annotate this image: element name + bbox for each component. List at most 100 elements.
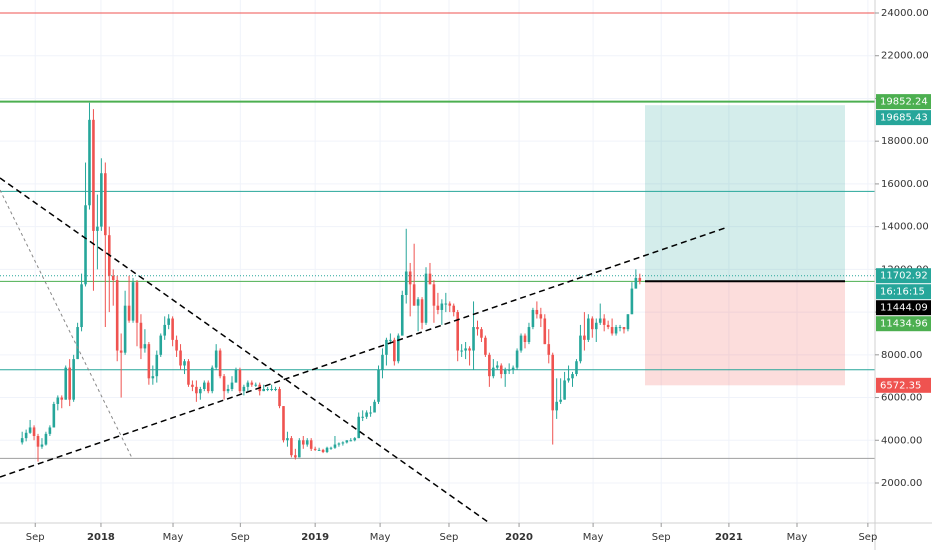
- candle-body: [317, 449, 321, 451]
- x-tick-label: Sep: [231, 532, 250, 543]
- candle-body: [377, 369, 380, 402]
- price-label-box: [876, 110, 931, 126]
- candle-body: [361, 416, 364, 418]
- candle-body: [199, 389, 202, 394]
- candle-body: [282, 406, 285, 441]
- x-tick-label: 2018: [87, 532, 115, 543]
- candle-body: [36, 436, 40, 447]
- candle-body: [571, 374, 574, 379]
- candle-body: [594, 322, 598, 330]
- candle-body: [84, 205, 87, 285]
- candle-body: [183, 361, 186, 366]
- candle-body: [606, 324, 610, 328]
- candle-body: [559, 399, 562, 402]
- candle-body: [230, 382, 234, 389]
- candle-body: [171, 318, 174, 340]
- candle-body: [373, 401, 376, 413]
- candle-body: [622, 327, 626, 330]
- candle-body: [567, 378, 570, 381]
- candle-body: [135, 282, 139, 323]
- candle-body: [555, 401, 558, 411]
- y-tick-label: 8000.00: [881, 350, 922, 361]
- candle-body: [610, 327, 614, 334]
- candle-body: [143, 344, 147, 349]
- candle-body: [468, 348, 471, 351]
- candle-body: [488, 354, 491, 377]
- candle-body: [563, 380, 566, 400]
- price-label: 6572.35: [880, 380, 921, 391]
- x-tick-label: 2020: [505, 532, 533, 543]
- candle-body: [349, 440, 353, 442]
- candle-body: [226, 389, 230, 392]
- candle-body: [337, 443, 341, 445]
- candle-body: [104, 173, 107, 236]
- candle-body: [202, 382, 206, 389]
- price-label: 11702.92: [880, 271, 928, 282]
- candle-body: [325, 447, 329, 453]
- candle-body: [206, 382, 210, 392]
- candle-body: [139, 322, 143, 349]
- candle-body: [111, 275, 115, 281]
- candle-body: [464, 348, 467, 351]
- y-tick-label: 4000.00: [881, 435, 922, 446]
- candle-body: [254, 384, 258, 386]
- candle-body: [52, 403, 56, 428]
- candle-body: [88, 119, 91, 206]
- candle-body: [551, 354, 555, 411]
- y-tick-label: 16000.00: [881, 179, 929, 190]
- candle-body: [278, 389, 281, 407]
- target-zone: [645, 105, 845, 282]
- price-label-box: [876, 300, 931, 316]
- candle-body: [476, 327, 479, 330]
- candle-body: [195, 386, 198, 394]
- candle-body: [614, 327, 618, 334]
- y-tick-label: 24000.00: [881, 8, 929, 19]
- candle-body: [353, 438, 357, 441]
- candle-body: [218, 350, 222, 377]
- candle-body: [591, 318, 594, 330]
- candle-body: [341, 442, 345, 444]
- candle-body: [119, 350, 123, 353]
- candle-body: [163, 324, 167, 336]
- candle-body: [535, 309, 539, 315]
- x-tick-label: Sep: [440, 532, 459, 543]
- candle-body: [222, 376, 226, 392]
- candle-body: [460, 350, 463, 352]
- candle-body: [329, 447, 333, 449]
- candle-body: [147, 344, 151, 379]
- candle-body: [634, 277, 638, 289]
- candle-body: [602, 318, 606, 325]
- candle-body: [456, 312, 459, 351]
- candle-body: [345, 440, 349, 443]
- candle-body: [96, 226, 99, 231]
- candle-body: [365, 412, 368, 417]
- candle-body: [309, 440, 313, 449]
- candle-body: [547, 344, 551, 355]
- candle-body: [32, 427, 36, 436]
- candle-body: [72, 359, 75, 400]
- candle-body: [274, 389, 277, 390]
- candle-body: [175, 339, 178, 351]
- trend-line: [0, 227, 726, 478]
- candle-body: [214, 350, 218, 368]
- candle-body: [539, 314, 543, 319]
- candle-body: [527, 327, 531, 342]
- candle-body: [80, 284, 83, 328]
- candle-body: [531, 309, 535, 328]
- candle-body: [472, 327, 475, 351]
- candle-body: [444, 303, 448, 305]
- plot: [0, 0, 875, 523]
- candle-body: [321, 449, 325, 453]
- y-tick-label: 6000.00: [881, 393, 922, 404]
- x-tick-label: Sep: [652, 532, 671, 543]
- price-label: 11434.96: [880, 319, 928, 330]
- price-label: 19685.43: [880, 113, 928, 124]
- countdown: 16:16:15: [880, 287, 925, 298]
- stop-zone: [645, 281, 845, 386]
- candle-body: [404, 271, 408, 295]
- price-label-box: [876, 268, 931, 284]
- candle-body: [587, 318, 590, 340]
- candle-body: [40, 444, 44, 447]
